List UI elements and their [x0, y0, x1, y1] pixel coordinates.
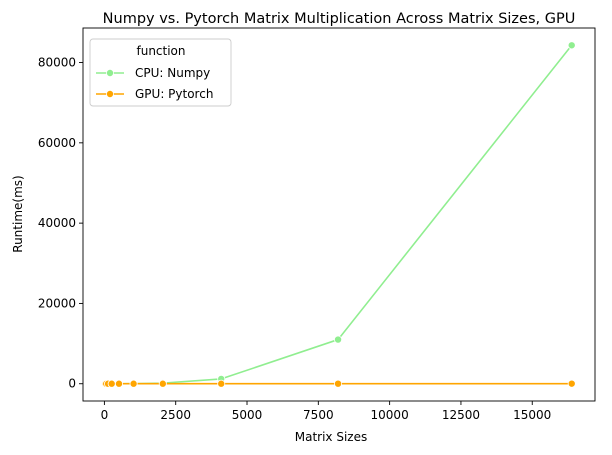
x-tick-label: 10000 [371, 408, 409, 422]
legend-entry-label: GPU: Pytorch [135, 87, 213, 101]
data-point [114, 379, 123, 388]
x-tick-label: 12500 [442, 408, 480, 422]
x-tick-label: 7500 [303, 408, 334, 422]
data-point [567, 41, 576, 50]
legend: function CPU: Numpy GPU: Pytorch [89, 38, 232, 107]
data-point [567, 379, 576, 388]
legend-title: function [136, 44, 185, 58]
y-tick-label: 20000 [38, 296, 76, 310]
chart-title: Numpy vs. Pytorch Matrix Multiplication … [103, 11, 576, 27]
y-tick-label: 60000 [38, 136, 76, 150]
y-axis-label: Runtime(ms) [11, 175, 25, 252]
y-tick-label: 0 [68, 377, 76, 391]
data-point [158, 379, 167, 388]
data-point [334, 379, 343, 388]
legend-entry-label: CPU: Numpy [135, 66, 210, 80]
legend-swatch-marker [106, 90, 115, 99]
x-axis: 0 2500 5000 7500 10000 12500 15000 [101, 401, 551, 422]
y-axis: 0 20000 40000 60000 80000 [38, 56, 83, 391]
data-point [334, 335, 343, 344]
legend-box [89, 38, 232, 107]
data-point [217, 379, 226, 388]
data-point [107, 379, 116, 388]
y-tick-label: 40000 [38, 216, 76, 230]
legend-swatch-marker [106, 69, 115, 78]
x-tick-label: 5000 [232, 408, 263, 422]
data-point [129, 379, 138, 388]
plot-frame [82, 27, 596, 402]
x-tick-label: 0 [101, 408, 109, 422]
x-tick-label: 2500 [160, 408, 191, 422]
x-axis-label: Matrix Sizes [295, 430, 367, 444]
x-tick-label: 15000 [513, 408, 551, 422]
y-tick-label: 80000 [38, 56, 76, 70]
